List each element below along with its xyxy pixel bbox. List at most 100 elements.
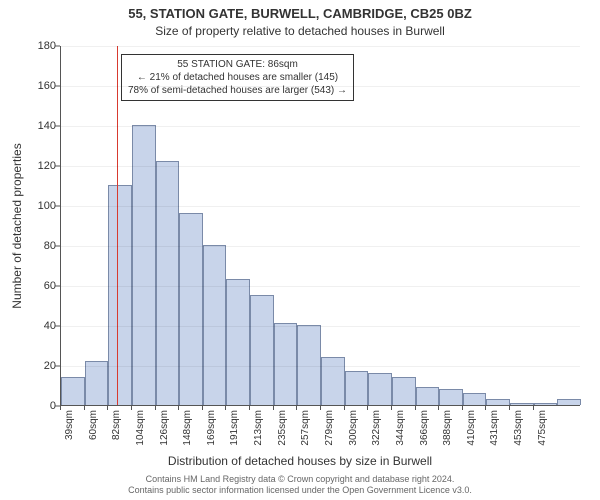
x-tick-mark [367, 406, 368, 410]
x-tick-label: 388sqm [442, 410, 453, 454]
histogram-bar [416, 387, 440, 405]
y-tick-label: 60 [34, 280, 56, 292]
x-axis-label: Distribution of detached houses by size … [0, 454, 600, 468]
x-tick-mark [320, 406, 321, 410]
grid-line [61, 366, 580, 367]
histogram-bar [321, 357, 345, 405]
x-tick-label: 257sqm [300, 410, 311, 454]
grid-line [61, 286, 580, 287]
x-tick-mark [509, 406, 510, 410]
x-tick-mark [107, 406, 108, 410]
x-tick-label: 148sqm [182, 410, 193, 454]
x-tick-mark [202, 406, 203, 410]
x-tick-label: 431sqm [489, 410, 500, 454]
x-tick-label: 279sqm [324, 410, 335, 454]
histogram-bar [108, 185, 132, 405]
histogram-bar [132, 125, 156, 405]
y-tick-mark [55, 86, 60, 87]
x-tick-label: 169sqm [206, 410, 217, 454]
y-tick-label: 80 [34, 240, 56, 252]
plot-area: 55 STATION GATE: 86sqm ← 21% of detached… [60, 46, 580, 406]
y-tick-label: 40 [34, 320, 56, 332]
x-tick-label: 475sqm [537, 410, 548, 454]
y-tick-label: 0 [34, 400, 56, 412]
x-tick-mark [438, 406, 439, 410]
x-tick-mark [249, 406, 250, 410]
histogram-bar [439, 389, 463, 405]
chart-title-line1: 55, STATION GATE, BURWELL, CAMBRIDGE, CB… [0, 6, 600, 21]
x-tick-label: 453sqm [513, 410, 524, 454]
footer-attribution: Contains HM Land Registry data © Crown c… [0, 474, 600, 496]
x-tick-mark [344, 406, 345, 410]
histogram-bar [179, 213, 203, 405]
x-tick-mark [296, 406, 297, 410]
y-tick-mark [55, 46, 60, 47]
histogram-bar [345, 371, 369, 405]
y-axis-label: Number of detached properties [10, 143, 24, 308]
grid-line [61, 206, 580, 207]
x-tick-label: 410sqm [466, 410, 477, 454]
histogram-bar [226, 279, 250, 405]
histogram-bar [250, 295, 274, 405]
x-tick-label: 60sqm [88, 410, 99, 454]
y-tick-mark [55, 246, 60, 247]
y-tick-label: 140 [34, 120, 56, 132]
grid-line [61, 86, 580, 87]
y-tick-mark [55, 326, 60, 327]
annotation-line2: ← 21% of detached houses are smaller (14… [128, 71, 347, 84]
x-tick-mark [273, 406, 274, 410]
grid-line [61, 326, 580, 327]
y-tick-mark [55, 166, 60, 167]
histogram-bar [463, 393, 487, 405]
y-tick-label: 20 [34, 360, 56, 372]
x-tick-mark [178, 406, 179, 410]
reference-line [117, 46, 118, 405]
x-tick-mark [131, 406, 132, 410]
x-tick-label: 366sqm [419, 410, 430, 454]
x-tick-mark [155, 406, 156, 410]
grid-line [61, 46, 580, 47]
x-tick-label: 82sqm [111, 410, 122, 454]
x-tick-label: 126sqm [159, 410, 170, 454]
grid-line [61, 246, 580, 247]
chart-container: 55, STATION GATE, BURWELL, CAMBRIDGE, CB… [0, 0, 600, 500]
annotation-box: 55 STATION GATE: 86sqm ← 21% of detached… [121, 54, 354, 101]
histogram-bar [368, 373, 392, 405]
footer-line1: Contains HM Land Registry data © Crown c… [0, 474, 600, 485]
x-tick-mark [462, 406, 463, 410]
histogram-bar [557, 399, 581, 405]
x-tick-mark [391, 406, 392, 410]
histogram-bar [534, 403, 558, 405]
footer-line2: Contains public sector information licen… [0, 485, 600, 496]
grid-line [61, 126, 580, 127]
x-tick-mark [533, 406, 534, 410]
y-tick-label: 180 [34, 40, 56, 52]
x-tick-label: 344sqm [395, 410, 406, 454]
histogram-bar [510, 403, 534, 405]
x-tick-mark [84, 406, 85, 410]
y-tick-mark [55, 286, 60, 287]
y-tick-mark [55, 366, 60, 367]
y-tick-label: 160 [34, 80, 56, 92]
x-tick-label: 322sqm [371, 410, 382, 454]
x-tick-mark [225, 406, 226, 410]
x-tick-label: 104sqm [135, 410, 146, 454]
histogram-bar [486, 399, 510, 405]
x-tick-label: 191sqm [229, 410, 240, 454]
histogram-bar [61, 377, 85, 405]
y-tick-mark [55, 206, 60, 207]
y-tick-label: 100 [34, 200, 56, 212]
x-tick-label: 300sqm [348, 410, 359, 454]
histogram-bar [85, 361, 109, 405]
histogram-bar [392, 377, 416, 405]
histogram-bar [156, 161, 180, 405]
annotation-line1: 55 STATION GATE: 86sqm [128, 58, 347, 71]
grid-line [61, 166, 580, 167]
histogram-bar [203, 245, 227, 405]
x-tick-label: 39sqm [64, 410, 75, 454]
x-tick-label: 235sqm [277, 410, 288, 454]
y-tick-mark [55, 126, 60, 127]
histogram-bar [274, 323, 298, 405]
y-tick-label: 120 [34, 160, 56, 172]
x-tick-mark [415, 406, 416, 410]
